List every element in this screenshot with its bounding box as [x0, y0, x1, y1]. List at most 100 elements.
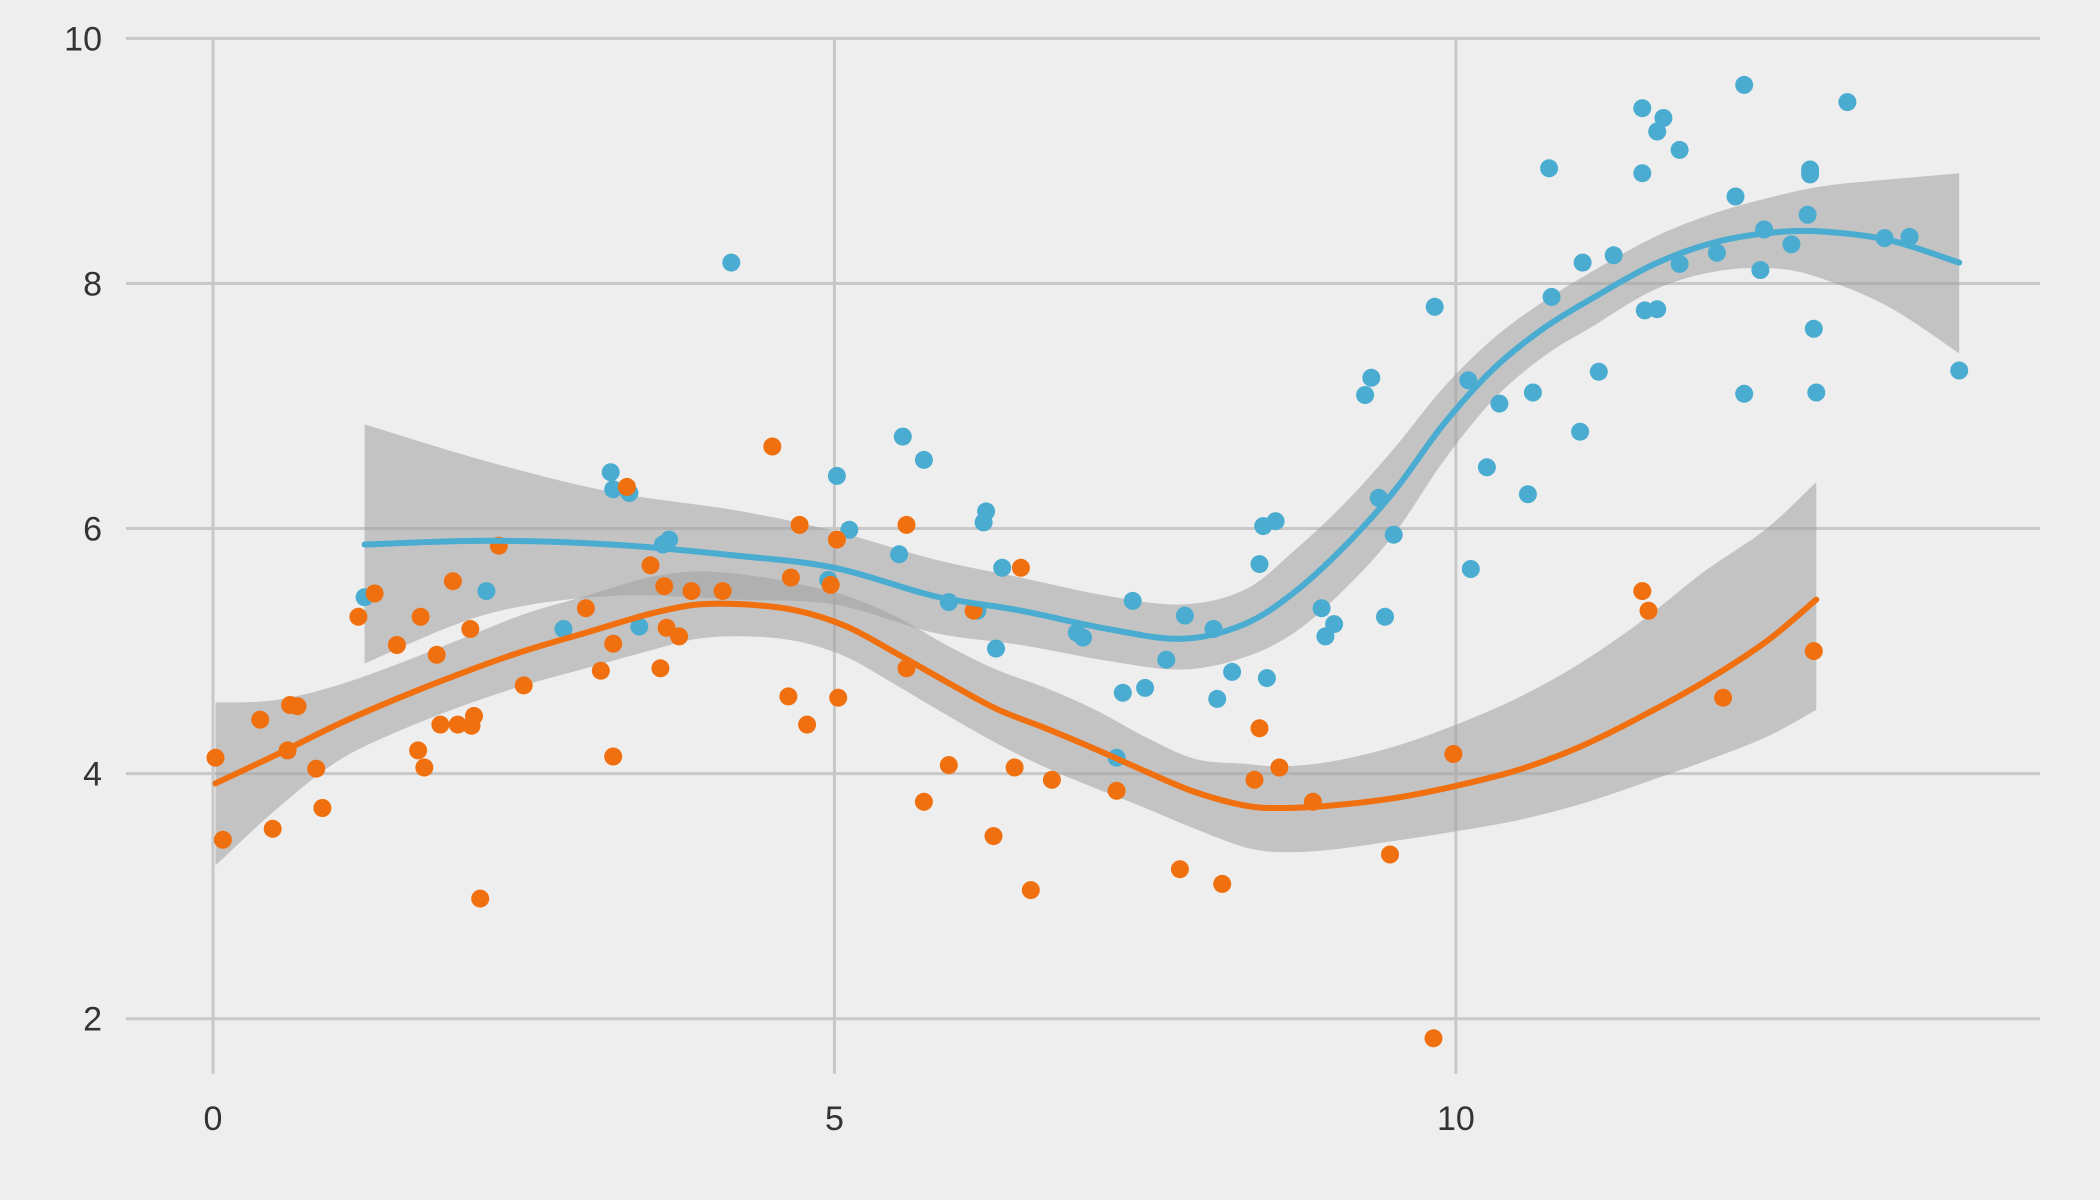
data-point	[1461, 560, 1480, 578]
data-point	[790, 515, 809, 534]
data-point	[349, 607, 368, 626]
data-point	[307, 759, 326, 778]
data-point	[914, 792, 933, 811]
data-point	[1523, 383, 1542, 402]
smooth-line-0	[361, 227, 1963, 642]
confidence-band-1	[215, 482, 1817, 866]
data-point	[781, 568, 800, 587]
data-point	[655, 577, 674, 596]
tick-labels: 2 4 6 8 10 0 5 10	[64, 20, 1475, 1138]
data-point	[897, 515, 916, 534]
data-point	[1633, 582, 1652, 601]
data-point	[1604, 246, 1623, 265]
data-point	[1801, 160, 1820, 179]
data-point	[1250, 719, 1269, 738]
data-point	[313, 799, 332, 817]
data-point	[660, 530, 679, 549]
data-point	[1208, 689, 1227, 708]
data-point	[1424, 1029, 1443, 1048]
data-point	[1356, 386, 1375, 404]
data-point	[630, 617, 649, 636]
data-point	[471, 889, 490, 908]
data-point	[431, 715, 450, 734]
data-point	[591, 661, 610, 680]
data-point	[1011, 558, 1030, 577]
data-point	[1384, 525, 1403, 544]
data-point	[1726, 187, 1745, 206]
data-point	[1639, 601, 1658, 620]
data-point	[1107, 781, 1126, 800]
data-point	[604, 480, 623, 499]
data-point	[601, 463, 620, 482]
data-point	[1312, 599, 1331, 618]
data-point	[713, 582, 732, 601]
data-point	[365, 584, 384, 603]
data-point	[1542, 287, 1561, 306]
data-point	[1250, 555, 1269, 574]
data-point	[465, 707, 483, 725]
data-point	[1707, 243, 1726, 262]
data-point	[1540, 159, 1559, 178]
y-tick-label: 8	[83, 265, 102, 303]
data-point	[1735, 384, 1754, 403]
data-point	[1804, 642, 1823, 661]
data-point	[1270, 758, 1289, 777]
data-point	[821, 575, 840, 594]
data-point	[1807, 383, 1826, 402]
data-point	[411, 607, 430, 626]
data-point	[1838, 93, 1857, 112]
data-point	[1633, 164, 1652, 183]
data-point	[670, 627, 689, 646]
data-point	[914, 450, 933, 469]
data-point	[1123, 591, 1142, 610]
data-point	[1175, 606, 1194, 625]
data-point	[1633, 99, 1652, 118]
data-point	[1074, 628, 1092, 647]
data-point	[1425, 297, 1444, 316]
data-point	[1735, 75, 1754, 94]
data-point	[1459, 371, 1478, 390]
y-tick-label: 10	[64, 20, 102, 58]
data-point	[206, 748, 225, 767]
y-tick-label: 4	[83, 756, 102, 794]
data-point	[829, 688, 848, 707]
data-point	[1257, 669, 1276, 688]
data-point	[1714, 688, 1733, 707]
data-point	[213, 830, 232, 849]
data-point	[443, 572, 462, 591]
data-point	[1325, 615, 1344, 634]
data-point	[763, 437, 782, 456]
data-point	[409, 741, 428, 760]
data-point	[1518, 485, 1537, 504]
data-point	[604, 747, 623, 766]
data-point	[1654, 109, 1673, 127]
data-point	[288, 697, 307, 716]
data-point	[1782, 235, 1801, 254]
data-point	[514, 676, 533, 695]
data-point	[1804, 319, 1823, 338]
data-point	[1376, 607, 1394, 626]
data-point	[554, 620, 573, 638]
data-point	[617, 477, 636, 496]
data-point	[1266, 512, 1285, 531]
data-point	[461, 620, 480, 638]
data-point	[939, 756, 958, 775]
data-point	[827, 530, 846, 549]
data-point	[415, 758, 434, 777]
data-point	[1648, 122, 1667, 141]
data-point	[641, 556, 660, 575]
data-point	[984, 827, 1003, 846]
data-point	[890, 545, 909, 564]
data-point	[477, 582, 496, 601]
data-point	[1223, 662, 1242, 681]
data-point	[1245, 770, 1264, 789]
data-point	[1381, 845, 1399, 864]
data-point	[977, 502, 996, 521]
data-point	[1213, 874, 1232, 893]
data-point	[1136, 678, 1155, 697]
data-point	[682, 582, 701, 601]
x-tick-label: 0	[204, 1100, 223, 1138]
smooth-lines	[212, 227, 1963, 812]
data-point	[1170, 860, 1189, 879]
